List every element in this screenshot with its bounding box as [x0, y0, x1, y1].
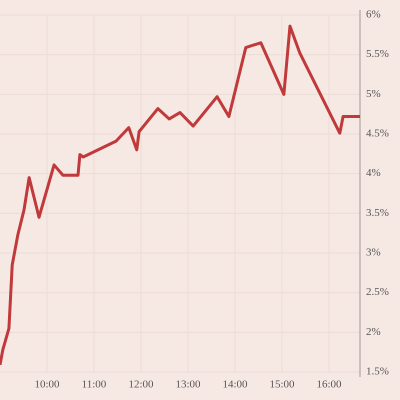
y-tick-label: 5%	[366, 88, 381, 100]
y-tick-label: 2%	[366, 326, 381, 338]
x-tick-label: 10:00	[34, 379, 60, 391]
x-tick-label: 13:00	[175, 379, 201, 391]
y-tick-label: 5.5%	[366, 48, 389, 60]
y-tick-label: 2.5%	[366, 286, 389, 298]
x-tick-label: 15:00	[269, 379, 295, 391]
y-tick-label: 4.5%	[366, 128, 389, 140]
y-tick-label: 3%	[366, 247, 381, 259]
x-tick-label: 12:00	[128, 379, 154, 391]
y-tick-label: 4%	[366, 167, 381, 179]
line-series	[0, 24, 360, 366]
y-tick-label: 1.5%	[366, 366, 389, 378]
x-tick-label: 11:00	[82, 379, 107, 391]
x-tick-label: 16:00	[316, 379, 342, 391]
y-tick-label: 3.5%	[366, 207, 389, 219]
y-tick-label: 6%	[366, 9, 381, 21]
x-tick-label: 14:00	[222, 379, 248, 391]
